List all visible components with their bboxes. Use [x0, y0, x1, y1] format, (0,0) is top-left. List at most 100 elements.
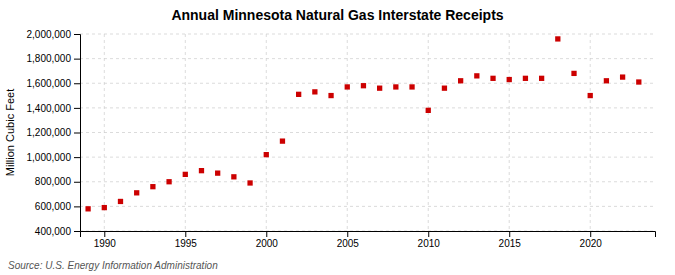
tick-label: 2015: [499, 238, 522, 249]
tick-label: 600,000: [35, 201, 72, 212]
tick-mark: [428, 231, 429, 237]
tick-label: 2005: [337, 238, 360, 249]
tick: 1990: [94, 231, 117, 249]
tick-mark: [185, 231, 186, 237]
point: [539, 76, 544, 81]
point: [620, 74, 625, 79]
title: Annual Minnesota Natural Gas Interstate …: [171, 7, 503, 23]
axis-line: [81, 232, 656, 238]
tick-mark: [74, 231, 80, 232]
grid-line: [80, 83, 655, 84]
tick: 1,800,000: [27, 53, 81, 64]
grid-line: [80, 157, 655, 158]
tick-mark: [74, 206, 80, 207]
tick-mark: [74, 133, 80, 134]
tick: 2015: [499, 231, 522, 249]
grid: [80, 34, 655, 231]
grid-line: [80, 34, 655, 35]
tick-label: 800,000: [35, 176, 72, 187]
plot-area: 1990 1995 2000 2005 2010 2015 2020 400,000 600,0…: [27, 29, 656, 249]
point: [150, 184, 155, 189]
point: [604, 78, 609, 83]
tick-mark: [104, 231, 105, 237]
point: [85, 206, 90, 211]
point: [571, 71, 576, 76]
point: [409, 84, 414, 89]
tick: 800,000: [35, 176, 80, 187]
source: Source: U.S. Energy Information Administ…: [8, 260, 218, 271]
grid-line: [80, 58, 655, 59]
tick-label: 2000: [256, 238, 279, 249]
point: [474, 73, 479, 78]
point: [199, 168, 204, 173]
point: [296, 92, 301, 97]
grid-line: [80, 206, 655, 207]
grid-line: [509, 34, 510, 231]
tick-mark: [347, 231, 348, 237]
point: [377, 86, 382, 91]
tick: 2000: [256, 231, 279, 249]
tick: 400,000: [35, 226, 80, 237]
x-axis: 1990 1995 2000 2005 2010 2015 2020: [81, 231, 656, 249]
points: [85, 36, 641, 211]
point: [102, 205, 107, 210]
tick: 2,000,000: [27, 29, 81, 40]
tick-mark: [74, 59, 80, 60]
grid-line: [80, 181, 655, 182]
point: [118, 199, 123, 204]
point: [490, 76, 495, 81]
tick: 1,200,000: [27, 127, 81, 138]
tick-mark: [266, 231, 267, 237]
point: [166, 179, 171, 184]
point: [361, 83, 366, 88]
point: [345, 84, 350, 89]
tick-label: 1995: [175, 238, 198, 249]
tick-label: 2,000,000: [27, 29, 72, 40]
point: [442, 86, 447, 91]
grid-line: [590, 34, 591, 231]
grid-line: [104, 34, 105, 231]
tick: 2005: [337, 231, 360, 249]
grid-line: [347, 34, 348, 231]
tick-mark: [509, 231, 510, 237]
y-axis: 400,000 600,000 800,000 1,000,000 1,200,000 1…: [27, 29, 81, 237]
tick: 2020: [580, 231, 603, 249]
point: [264, 152, 269, 157]
tick-label: 2020: [580, 238, 603, 249]
chart: 1990 1995 2000 2005 2010 2015 2020 400,000 600,0…: [0, 0, 675, 275]
tick: 1995: [175, 231, 198, 249]
point: [588, 93, 593, 98]
tick-label: 1,400,000: [27, 103, 72, 114]
point: [636, 79, 641, 84]
tick-label: 1,200,000: [27, 127, 72, 138]
tick: 600,000: [35, 201, 80, 212]
tick-mark: [74, 34, 80, 35]
point: [507, 77, 512, 82]
point: [183, 172, 188, 177]
tick-label: 2010: [418, 238, 441, 249]
point: [231, 174, 236, 179]
tick-label: 1,800,000: [27, 53, 72, 64]
tick-mark: [74, 182, 80, 183]
point: [426, 108, 431, 113]
point: [328, 93, 333, 98]
tick-mark: [74, 108, 80, 109]
point: [247, 180, 252, 185]
tick: 2010: [418, 231, 441, 249]
point: [280, 138, 285, 143]
grid-line: [80, 132, 655, 133]
point: [555, 36, 560, 41]
grid-line: [185, 34, 186, 231]
point: [312, 89, 317, 94]
grid-line: [266, 34, 267, 231]
tick: 1,400,000: [27, 103, 81, 114]
tick-label: 1,000,000: [27, 152, 72, 163]
tick-label: 1,600,000: [27, 78, 72, 89]
tick: 1,600,000: [27, 78, 81, 89]
tick-mark: [74, 83, 80, 84]
tick-label: 1990: [94, 238, 117, 249]
tick-label: 400,000: [35, 226, 72, 237]
y-axis-title: Million Cubic Feet: [4, 89, 16, 176]
point: [134, 190, 139, 195]
point: [523, 76, 528, 81]
